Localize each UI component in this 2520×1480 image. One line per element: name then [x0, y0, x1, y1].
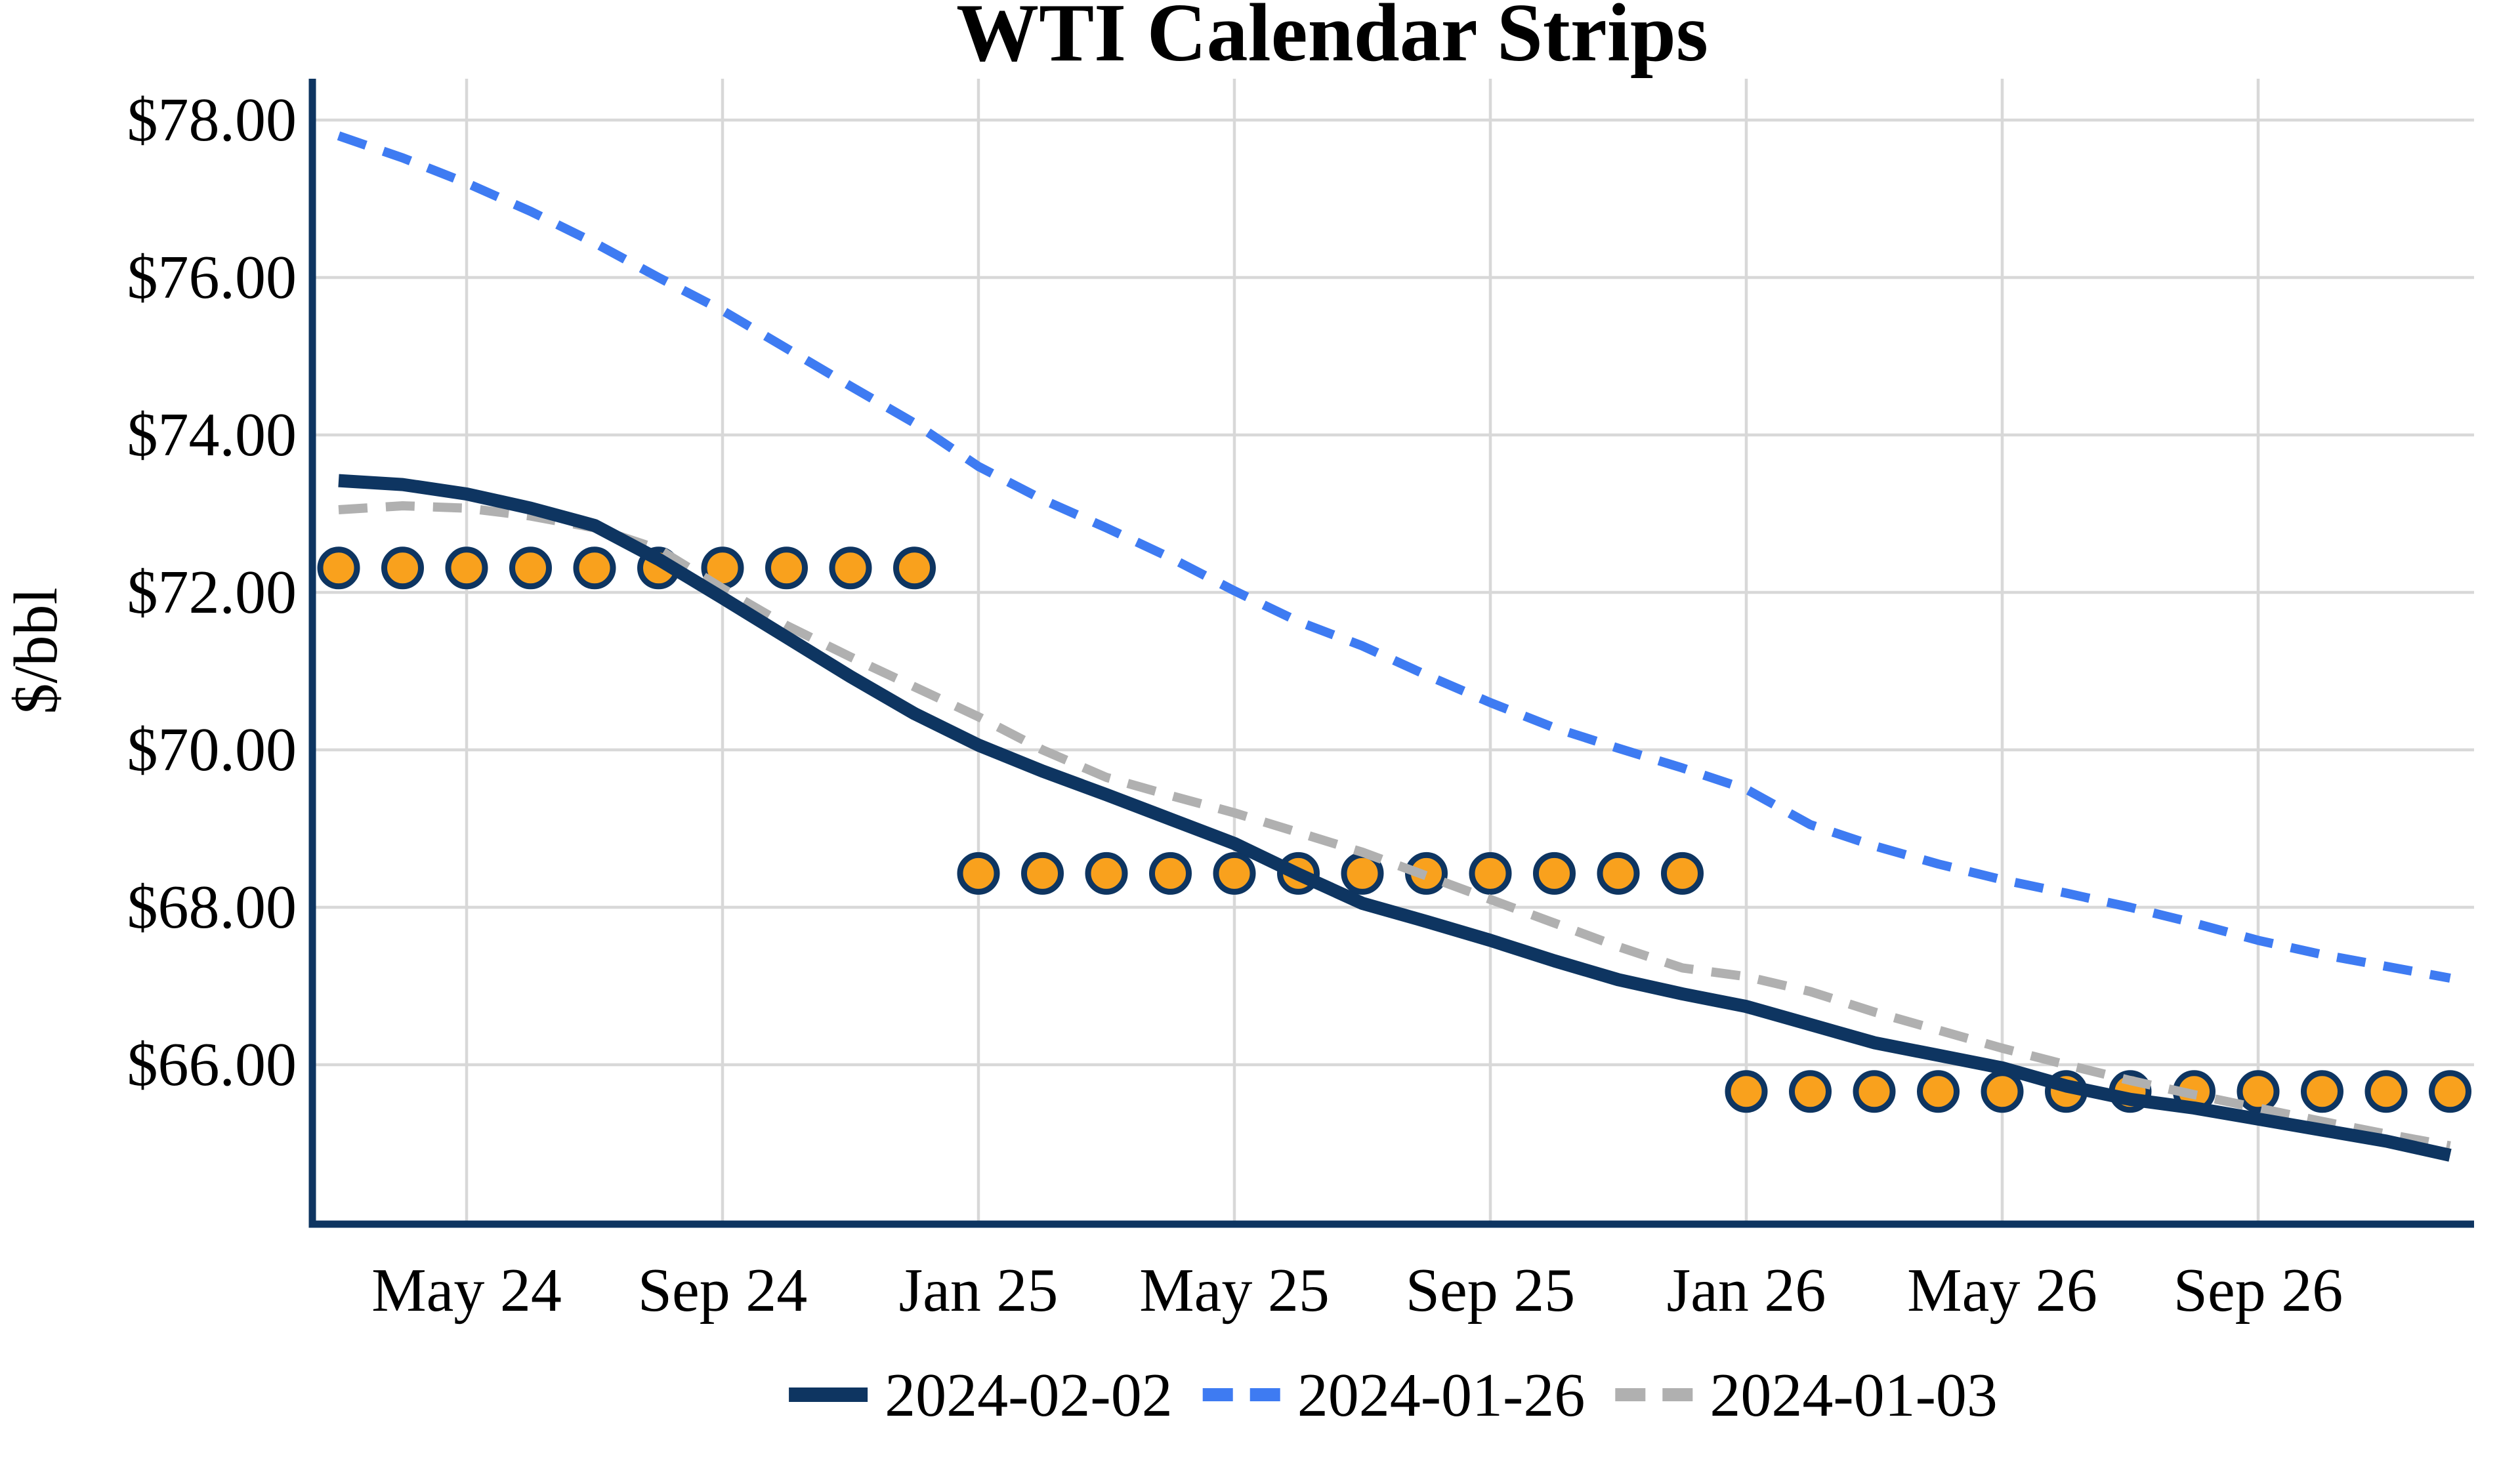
- chart-title: WTI Calendar Strips: [956, 0, 1708, 79]
- strip-dot: [1085, 852, 1128, 895]
- strip-dot: [445, 546, 488, 590]
- x-tick-label: May 25: [1139, 1256, 1330, 1325]
- strip-dot: [1789, 1070, 1832, 1113]
- series-layer: [317, 131, 2471, 1162]
- legend-item: 2024-02-02: [789, 1361, 1173, 1429]
- x-tick-label: Jan 25: [899, 1256, 1059, 1325]
- series-line-2024-01-26: [337, 131, 2451, 983]
- strip-dot: [2301, 1070, 2343, 1113]
- strip-dot: [1661, 852, 1704, 895]
- x-tick-label: Sep 25: [1406, 1256, 1576, 1325]
- x-tick-label: May 26: [1907, 1256, 2097, 1325]
- y-tick-label: $72.00: [127, 558, 297, 627]
- legend-item: 2024-01-26: [1202, 1361, 1586, 1429]
- y-tick-label: $78.00: [127, 86, 297, 154]
- strip-dot: [1213, 852, 1256, 895]
- tick-labels: $66.00 $68.00 $70.00 $72.00 $74.00 $76.00 $78.…: [127, 86, 2343, 1325]
- series-line-2024-01-03: [338, 501, 2451, 1151]
- strip-dot: [381, 546, 424, 590]
- y-tick-label: $74.00: [127, 401, 297, 469]
- y-tick-label: $70.00: [127, 716, 297, 784]
- strip-dot: [2364, 1070, 2408, 1113]
- y-tick-label: $66.00: [127, 1031, 297, 1099]
- strip-dot: [1597, 852, 1640, 895]
- strip-dot: [509, 546, 552, 590]
- strip-dot: [1981, 1070, 2024, 1113]
- y-tick-label: $76.00: [127, 243, 297, 312]
- strip-dot: [1533, 852, 1576, 895]
- strip-dot: [573, 546, 616, 590]
- legend-item: 2024-01-03: [1615, 1361, 1998, 1429]
- legend-item-label: 2024-01-26: [1297, 1361, 1586, 1429]
- x-tick-label: May 24: [371, 1256, 562, 1325]
- strip-dot: [317, 546, 360, 590]
- strip-dot: [893, 546, 936, 590]
- y-axis-label: $/bbl: [2, 587, 70, 714]
- gridlines: [316, 79, 2474, 1221]
- strip-dot: [1149, 852, 1192, 895]
- x-tick-label: Jan 26: [1667, 1256, 1826, 1325]
- strip-dot: [2236, 1070, 2280, 1113]
- legend: 2024-02-02 2024-01-26 2024-01-03: [789, 1361, 1998, 1429]
- strip-dot: [829, 546, 872, 590]
- axes-spines: [308, 79, 2474, 1228]
- strip-dot: [1853, 1070, 1896, 1113]
- strip-dot: [2429, 1070, 2471, 1113]
- legend-item-label: 2024-01-03: [1710, 1361, 1998, 1429]
- strip-dot: [1469, 852, 1512, 895]
- y-tick-label: $68.00: [127, 873, 297, 941]
- x-tick-label: Sep 26: [2174, 1256, 2343, 1325]
- strip-dot: [957, 852, 1000, 895]
- strip-dot: [1725, 1070, 1768, 1113]
- legend-item-label: 2024-02-02: [885, 1361, 1173, 1429]
- series-line-2024-02-02: [338, 474, 2452, 1162]
- strip-dot: [1917, 1070, 1960, 1113]
- strip-dot: [1021, 852, 1064, 895]
- x-tick-label: Sep 24: [638, 1256, 808, 1325]
- legend-items: 2024-02-02 2024-01-26 2024-01-03: [789, 1361, 1998, 1429]
- strip-dot: [765, 546, 808, 590]
